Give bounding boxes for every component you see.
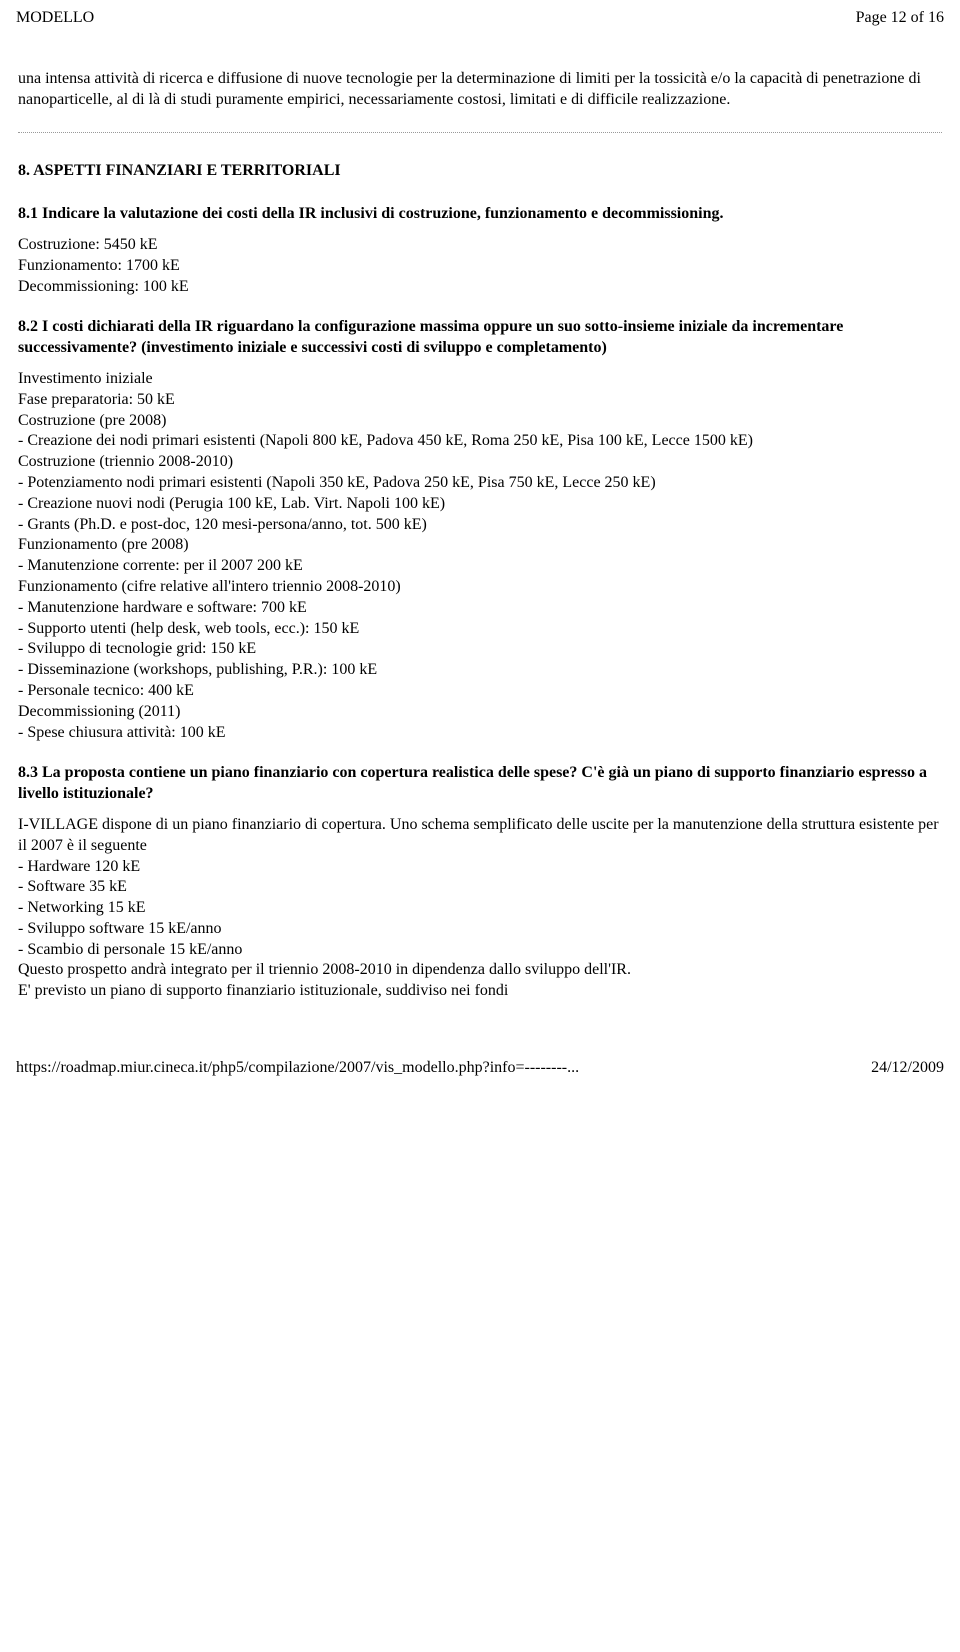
- body-line: - Supporto utenti (help desk, web tools,…: [18, 619, 942, 640]
- body-line: - Networking 15 kE: [18, 898, 942, 919]
- section-8-1-heading: 8.1 Indicare la valutazione dei costi de…: [18, 204, 942, 225]
- body-line: - Manutenzione hardware e software: 700 …: [18, 598, 942, 619]
- section-8-2-heading: 8.2 I costi dichiarati della IR riguarda…: [18, 317, 942, 359]
- body-line: - Spese chiusura attività: 100 kE: [18, 723, 942, 744]
- body-line: Costruzione: 5450 kE: [18, 235, 942, 256]
- section-divider: [18, 132, 942, 133]
- body-line: Costruzione (triennio 2008-2010): [18, 452, 942, 473]
- body-line: Questo prospetto andrà integrato per il …: [18, 960, 942, 981]
- section-8-2-body: Investimento iniziale Fase preparatoria:…: [18, 369, 942, 743]
- body-line: Funzionamento: 1700 kE: [18, 256, 942, 277]
- body-line: - Software 35 kE: [18, 877, 942, 898]
- body-line: - Creazione dei nodi primari esistenti (…: [18, 431, 942, 452]
- footer-url: https://roadmap.miur.cineca.it/php5/comp…: [16, 1058, 579, 1079]
- document-content: una intensa attività di ricerca e diffus…: [16, 69, 944, 1002]
- body-line: - Creazione nuovi nodi (Perugia 100 kE, …: [18, 494, 942, 515]
- body-line: - Scambio di personale 15 kE/anno: [18, 940, 942, 961]
- body-line: Fase preparatoria: 50 kE: [18, 390, 942, 411]
- body-line: Decommissioning: 100 kE: [18, 277, 942, 298]
- body-line: - Sviluppo di tecnologie grid: 150 kE: [18, 639, 942, 660]
- section-8-title: 8. ASPETTI FINANZIARI E TERRITORIALI: [18, 161, 942, 182]
- body-line: - Personale tecnico: 400 kE: [18, 681, 942, 702]
- body-line: - Potenziamento nodi primari esistenti (…: [18, 473, 942, 494]
- body-line: Funzionamento (pre 2008): [18, 535, 942, 556]
- section-8-1-body: Costruzione: 5450 kE Funzionamento: 1700…: [18, 235, 942, 297]
- section-8-3-body: I-VILLAGE dispone di un piano finanziari…: [18, 815, 942, 1002]
- page-footer: https://roadmap.miur.cineca.it/php5/comp…: [16, 1058, 944, 1079]
- header-left: MODELLO: [16, 8, 94, 29]
- body-line: - Manutenzione corrente: per il 2007 200…: [18, 556, 942, 577]
- body-line: - Disseminazione (workshops, publishing,…: [18, 660, 942, 681]
- intro-paragraph: una intensa attività di ricerca e diffus…: [18, 69, 942, 111]
- body-line: E' previsto un piano di supporto finanzi…: [18, 981, 942, 1002]
- body-line: Costruzione (pre 2008): [18, 411, 942, 432]
- body-line: - Sviluppo software 15 kE/anno: [18, 919, 942, 940]
- body-line: Funzionamento (cifre relative all'intero…: [18, 577, 942, 598]
- header-right: Page 12 of 16: [856, 8, 944, 29]
- body-line: Investimento iniziale: [18, 369, 942, 390]
- section-8-3-heading: 8.3 La proposta contiene un piano finanz…: [18, 763, 942, 805]
- body-line: - Grants (Ph.D. e post-doc, 120 mesi-per…: [18, 515, 942, 536]
- page-header: MODELLO Page 12 of 16: [16, 8, 944, 29]
- body-line: - Hardware 120 kE: [18, 857, 942, 878]
- footer-date: 24/12/2009: [871, 1058, 944, 1079]
- body-line: Decommissioning (2011): [18, 702, 942, 723]
- body-line: I-VILLAGE dispone di un piano finanziari…: [18, 815, 942, 857]
